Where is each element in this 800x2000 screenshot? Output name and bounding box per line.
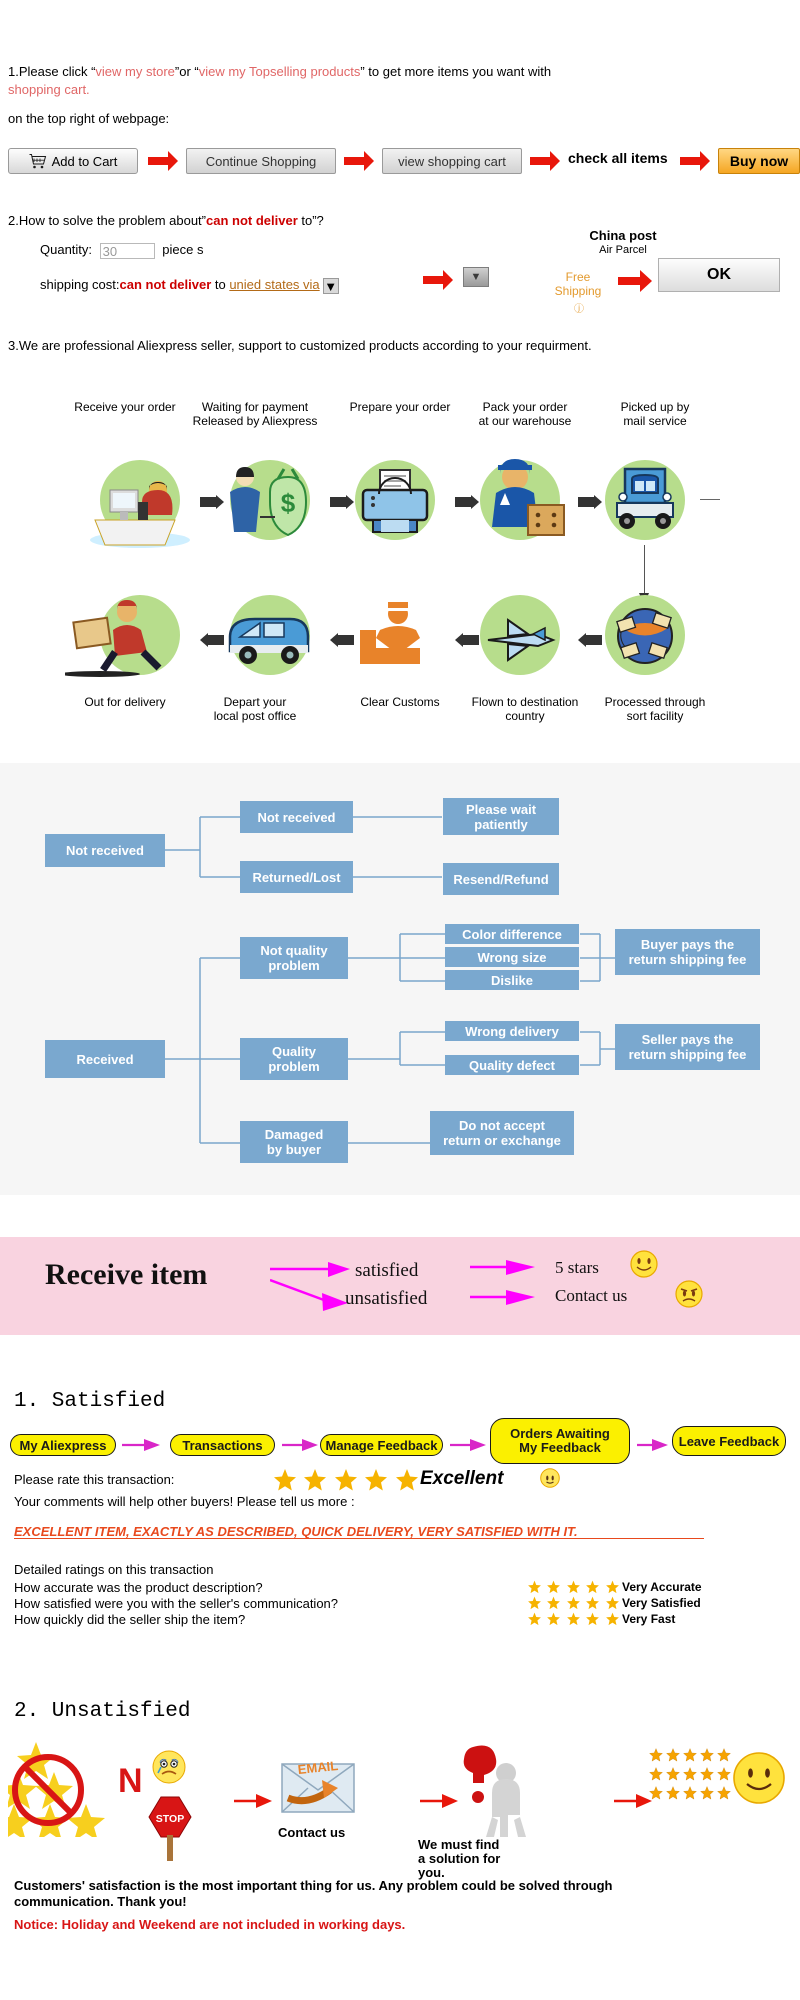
svg-text:STOP: STOP [156,1813,184,1825]
